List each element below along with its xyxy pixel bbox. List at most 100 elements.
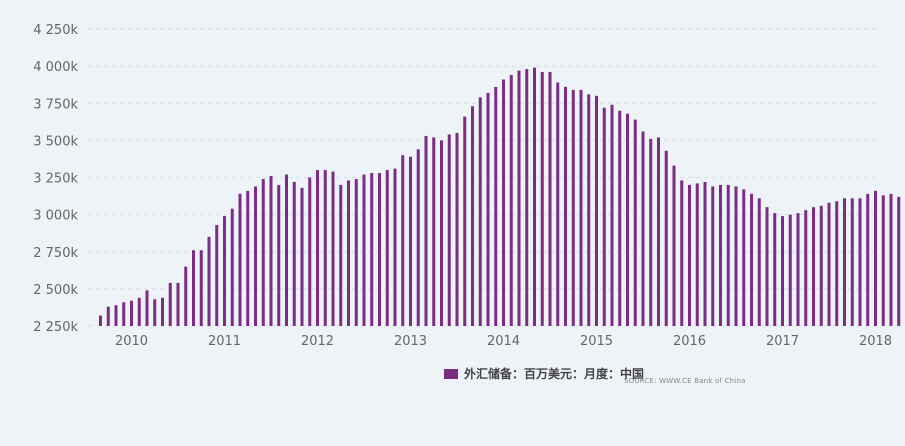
- bar[interactable]: [401, 155, 405, 326]
- bar[interactable]: [719, 184, 722, 326]
- bar[interactable]: [765, 207, 769, 326]
- bar[interactable]: [494, 86, 498, 326]
- bar[interactable]: [424, 135, 428, 326]
- bar[interactable]: [347, 180, 350, 326]
- bar[interactable]: [277, 184, 281, 326]
- bar[interactable]: [773, 213, 777, 326]
- bar[interactable]: [680, 180, 684, 326]
- bar[interactable]: [161, 297, 164, 326]
- bar[interactable]: [540, 72, 544, 326]
- bar[interactable]: [843, 198, 846, 326]
- bar[interactable]: [866, 193, 870, 326]
- legend[interactable]: 外汇储备：百万美元：月度：中国: [444, 365, 644, 382]
- bar[interactable]: [734, 186, 738, 326]
- bar[interactable]: [664, 150, 668, 326]
- bar[interactable]: [122, 302, 126, 326]
- bar[interactable]: [362, 174, 366, 326]
- bar[interactable]: [897, 196, 901, 326]
- bar[interactable]: [223, 216, 226, 326]
- bar[interactable]: [641, 131, 645, 326]
- bar[interactable]: [440, 140, 443, 327]
- bar[interactable]: [657, 137, 660, 326]
- bar[interactable]: [595, 95, 598, 326]
- bar[interactable]: [556, 82, 560, 327]
- bar[interactable]: [153, 299, 157, 326]
- bar[interactable]: [486, 92, 490, 326]
- bar[interactable]: [688, 184, 691, 326]
- bar[interactable]: [750, 193, 753, 326]
- bar[interactable]: [323, 170, 327, 326]
- bar[interactable]: [649, 138, 653, 326]
- bar[interactable]: [447, 134, 451, 326]
- bar[interactable]: [633, 119, 637, 326]
- bar[interactable]: [781, 216, 784, 326]
- bar[interactable]: [757, 198, 761, 326]
- bar[interactable]: [587, 94, 591, 326]
- bar[interactable]: [176, 282, 180, 326]
- bar[interactable]: [804, 210, 808, 326]
- bar[interactable]: [378, 173, 381, 326]
- bar[interactable]: [618, 110, 622, 327]
- bar[interactable]: [695, 183, 699, 326]
- bar[interactable]: [602, 107, 606, 327]
- bar[interactable]: [509, 75, 513, 326]
- bar[interactable]: [339, 184, 343, 326]
- bar[interactable]: [385, 170, 389, 326]
- bar[interactable]: [292, 181, 296, 326]
- bar[interactable]: [269, 176, 273, 326]
- bar[interactable]: [672, 165, 676, 326]
- bar[interactable]: [812, 207, 815, 326]
- bar[interactable]: [471, 106, 474, 326]
- bar[interactable]: [788, 214, 792, 327]
- bar[interactable]: [192, 250, 195, 326]
- bar[interactable]: [254, 186, 257, 326]
- bar[interactable]: [300, 187, 304, 326]
- bar[interactable]: [571, 89, 575, 326]
- bar[interactable]: [230, 208, 234, 326]
- bar[interactable]: [316, 170, 319, 326]
- bar[interactable]: [827, 202, 831, 326]
- bar[interactable]: [835, 201, 839, 326]
- bar[interactable]: [626, 113, 629, 327]
- bar[interactable]: [199, 250, 203, 326]
- bar[interactable]: [796, 213, 800, 326]
- bar[interactable]: [478, 97, 482, 326]
- bar[interactable]: [207, 236, 211, 326]
- bar[interactable]: [819, 205, 823, 326]
- bar[interactable]: [308, 177, 312, 327]
- bar[interactable]: [331, 171, 335, 326]
- bar[interactable]: [246, 190, 250, 326]
- bar[interactable]: [455, 132, 459, 326]
- bar[interactable]: [215, 225, 219, 326]
- bar[interactable]: [106, 306, 110, 326]
- bar[interactable]: [548, 72, 552, 326]
- bar[interactable]: [145, 290, 149, 326]
- bar[interactable]: [416, 149, 420, 326]
- bar[interactable]: [742, 189, 746, 326]
- bar[interactable]: [354, 178, 358, 326]
- bar[interactable]: [711, 186, 715, 326]
- bar[interactable]: [858, 198, 862, 326]
- bar[interactable]: [564, 86, 567, 326]
- bar[interactable]: [525, 69, 529, 326]
- bar[interactable]: [850, 198, 854, 326]
- bar[interactable]: [579, 89, 583, 326]
- bar[interactable]: [393, 168, 397, 326]
- bar[interactable]: [874, 190, 877, 326]
- bar[interactable]: [432, 137, 436, 326]
- bar[interactable]: [168, 282, 172, 326]
- bar[interactable]: [285, 174, 288, 326]
- bar[interactable]: [726, 184, 730, 326]
- bar[interactable]: [502, 79, 505, 327]
- bar[interactable]: [889, 193, 893, 326]
- bar[interactable]: [184, 266, 188, 326]
- bar[interactable]: [114, 305, 118, 326]
- bar[interactable]: [881, 195, 885, 326]
- bar[interactable]: [533, 67, 536, 327]
- bar[interactable]: [261, 178, 265, 326]
- bar[interactable]: [238, 193, 242, 326]
- bar[interactable]: [463, 116, 467, 327]
- bar[interactable]: [99, 315, 102, 326]
- bar[interactable]: [409, 156, 412, 326]
- bar[interactable]: [137, 297, 141, 326]
